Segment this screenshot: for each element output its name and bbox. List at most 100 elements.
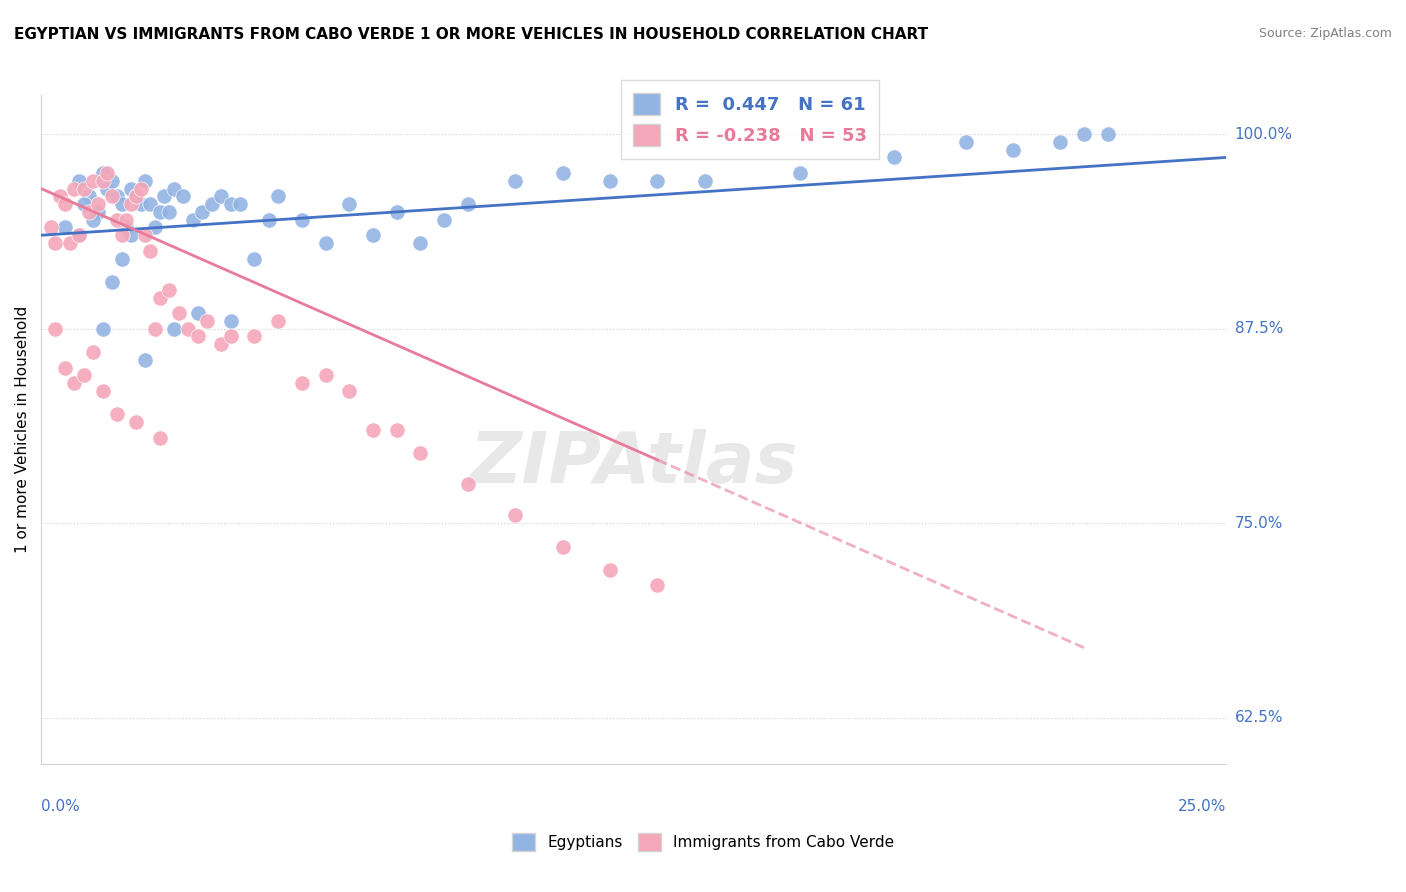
Y-axis label: 1 or more Vehicles in Household: 1 or more Vehicles in Household [15,306,30,553]
Point [209,189,232,203]
Point [111,228,134,243]
Point [209,337,232,351]
Point [409,446,432,460]
Point [44,321,66,335]
Point [125,415,148,429]
Point [63,181,86,195]
Point [551,540,574,554]
Point [149,431,172,445]
Point [101,275,124,289]
Text: 75.0%: 75.0% [1234,516,1282,531]
Point [243,252,266,266]
Point [1097,127,1119,141]
Text: ZIPAtlas: ZIPAtlas [470,429,799,498]
Point [125,189,148,203]
Point [111,197,134,211]
Point [91,174,114,188]
Point [167,306,190,320]
Point [409,235,432,250]
Point [77,205,100,219]
Point [315,235,337,250]
Point [315,368,337,383]
Point [163,321,186,335]
Point [433,212,456,227]
Text: 62.5%: 62.5% [1234,710,1284,725]
Point [73,197,96,211]
Point [187,306,209,320]
Point [53,197,76,211]
Point [267,189,290,203]
Point [503,508,526,523]
Point [337,384,360,398]
Point [134,228,156,243]
Point [1073,127,1095,141]
Point [187,329,209,343]
Point [153,189,176,203]
Point [44,235,66,250]
Point [67,228,90,243]
Point [219,197,242,211]
Point [139,244,162,258]
Point [125,189,148,203]
Point [111,252,134,266]
Point [177,321,200,335]
Point [1001,143,1024,157]
Point [96,181,118,195]
Point [91,166,114,180]
Point [195,314,218,328]
Point [181,212,204,227]
Point [693,174,716,188]
Point [139,197,162,211]
Point [599,174,621,188]
Point [129,181,152,195]
Point [115,220,138,235]
Point [82,345,104,359]
Point [49,189,72,203]
Point [291,212,314,227]
Point [39,220,62,235]
Point [267,314,290,328]
Point [96,166,118,180]
Point [149,291,172,305]
Point [457,197,479,211]
Point [229,197,252,211]
Point [67,174,90,188]
Point [219,329,242,343]
Point [647,174,669,188]
Point [91,384,114,398]
Point [219,314,242,328]
Text: 25.0%: 25.0% [1178,798,1226,814]
Point [77,189,100,203]
Point [101,174,124,188]
Point [87,197,110,211]
Point [63,376,86,390]
Point [163,181,186,195]
Point [120,197,142,211]
Point [143,321,166,335]
Point [385,205,408,219]
Point [1049,135,1071,149]
Point [457,477,479,491]
Point [115,212,138,227]
Point [172,189,194,203]
Point [120,228,142,243]
Point [599,563,621,577]
Point [201,197,224,211]
Point [503,174,526,188]
Point [105,212,128,227]
Text: 0.0%: 0.0% [41,798,80,814]
Legend: Egyptians, Immigrants from Cabo Verde: Egyptians, Immigrants from Cabo Verde [502,822,904,862]
Point [82,174,104,188]
Point [149,205,172,219]
Point [53,220,76,235]
Point [120,181,142,195]
Text: EGYPTIAN VS IMMIGRANTS FROM CABO VERDE 1 OR MORE VEHICLES IN HOUSEHOLD CORRELATI: EGYPTIAN VS IMMIGRANTS FROM CABO VERDE 1… [14,27,928,42]
Point [551,166,574,180]
Point [291,376,314,390]
Text: 87.5%: 87.5% [1234,321,1282,336]
Point [385,423,408,437]
Point [53,360,76,375]
Point [91,321,114,335]
Point [361,423,384,437]
Point [101,189,124,203]
